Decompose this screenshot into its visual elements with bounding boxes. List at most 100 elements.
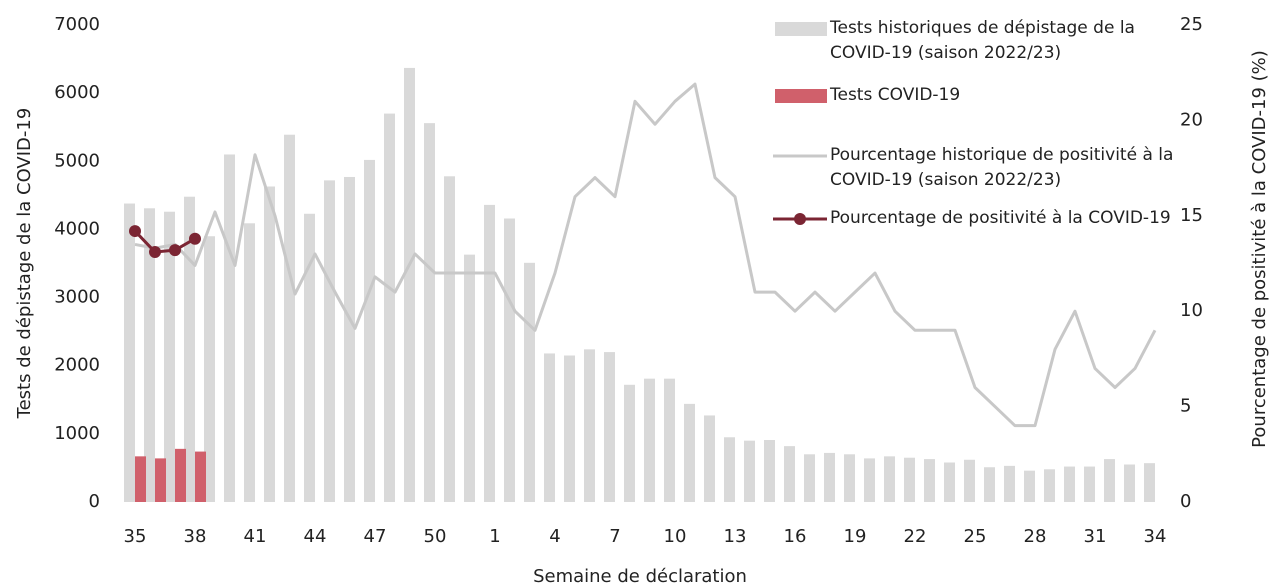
bar xyxy=(504,218,515,503)
x-tick-label: 16 xyxy=(784,526,807,547)
line-marker xyxy=(149,246,161,259)
bar xyxy=(804,454,815,502)
bar xyxy=(844,454,855,502)
bar xyxy=(684,403,695,502)
x-tick-label: 47 xyxy=(364,526,387,547)
bar xyxy=(1024,470,1035,502)
bar xyxy=(884,456,895,502)
bar xyxy=(155,458,166,502)
x-tick-label: 44 xyxy=(304,526,327,547)
x-tick-label: 22 xyxy=(904,526,927,547)
bar xyxy=(384,113,395,502)
y-tick-label: 7000 xyxy=(54,14,100,35)
y-tick-label: 6000 xyxy=(54,82,100,103)
x-tick-label: 35 xyxy=(124,526,147,547)
y-tick-label: 4000 xyxy=(54,218,100,239)
bar xyxy=(484,204,495,502)
x-axis-title: Semaine de déclaration xyxy=(533,566,747,587)
bar xyxy=(584,349,595,502)
x-tick-label: 41 xyxy=(244,526,267,547)
y-tick-label: 0 xyxy=(89,491,100,512)
bar xyxy=(984,467,995,502)
y-tick-label: 1000 xyxy=(54,423,100,444)
bar xyxy=(1104,459,1115,502)
bar xyxy=(644,378,655,502)
legend-label: Pourcentage historique de positivité à l… xyxy=(830,145,1174,190)
x-tick-label: 19 xyxy=(844,526,867,547)
bar xyxy=(124,203,135,502)
bar xyxy=(464,254,475,502)
legend-swatch xyxy=(775,22,827,36)
bar xyxy=(344,176,355,503)
x-tick-label: 38 xyxy=(184,526,207,547)
bar xyxy=(604,352,615,502)
bar xyxy=(764,439,775,502)
legend-label: Pourcentage de positivité à la COVID-19 xyxy=(830,208,1171,228)
bar xyxy=(195,451,206,502)
bar xyxy=(724,437,735,502)
line-marker xyxy=(169,244,181,257)
bar xyxy=(364,159,375,502)
x-tick-label: 50 xyxy=(424,526,447,547)
x-tick-label: 28 xyxy=(1024,526,1047,547)
bar xyxy=(744,440,755,502)
bar xyxy=(964,459,975,502)
bar xyxy=(224,154,235,502)
legend-swatch xyxy=(794,213,806,225)
x-tick-label: 13 xyxy=(724,526,747,547)
bar xyxy=(444,176,455,502)
x-tick-label: 10 xyxy=(664,526,687,547)
bar xyxy=(1004,465,1015,502)
bar xyxy=(284,134,295,502)
bar xyxy=(524,262,535,502)
legend-swatch xyxy=(775,89,827,103)
line xyxy=(133,230,196,254)
legend-label: Tests COVID-19 xyxy=(830,85,961,105)
y-tick-label: 5000 xyxy=(54,150,100,171)
bar xyxy=(304,213,315,502)
bar xyxy=(1144,463,1155,502)
y-tick-label: 3000 xyxy=(54,287,100,308)
bar xyxy=(244,223,255,502)
y-axis-title: Tests de dépistage de la COVID-19 xyxy=(14,107,35,419)
x-tick-label: 25 xyxy=(964,526,987,547)
bar xyxy=(944,462,955,502)
bar xyxy=(924,459,935,502)
x-tick-label: 4 xyxy=(549,526,560,547)
bar xyxy=(135,456,146,502)
bar xyxy=(1064,466,1075,502)
bar xyxy=(184,196,195,502)
bar xyxy=(544,353,555,502)
bar xyxy=(404,67,415,503)
x-tick-label: 34 xyxy=(1144,526,1167,547)
x-tick-label: 7 xyxy=(609,526,620,547)
line-marker xyxy=(189,232,201,245)
bar xyxy=(164,211,175,502)
bar xyxy=(704,415,715,502)
bar xyxy=(204,236,215,502)
line xyxy=(134,82,1157,428)
bar xyxy=(624,384,635,502)
bar xyxy=(1084,466,1095,502)
x-tick-label: 1 xyxy=(489,526,500,547)
bar xyxy=(324,180,335,502)
x-tick-label: 31 xyxy=(1084,526,1107,547)
bar xyxy=(144,208,155,502)
y2-axis-title: Pourcentage de positivité à la COVID-19 … xyxy=(1249,50,1270,448)
bar xyxy=(1044,469,1055,502)
y2-tick-label: 5 xyxy=(1180,396,1191,417)
y-tick-label: 2000 xyxy=(54,355,100,376)
bar xyxy=(175,448,186,502)
bar xyxy=(784,446,795,502)
bar xyxy=(664,378,675,502)
y2-tick-label: 25 xyxy=(1180,14,1203,35)
y2-tick-label: 15 xyxy=(1180,205,1203,226)
bar xyxy=(264,186,275,502)
line-marker xyxy=(129,225,141,238)
bar xyxy=(824,452,835,502)
y2-tick-label: 10 xyxy=(1180,300,1203,321)
bar xyxy=(424,123,435,502)
y2-tick-label: 0 xyxy=(1180,491,1191,512)
